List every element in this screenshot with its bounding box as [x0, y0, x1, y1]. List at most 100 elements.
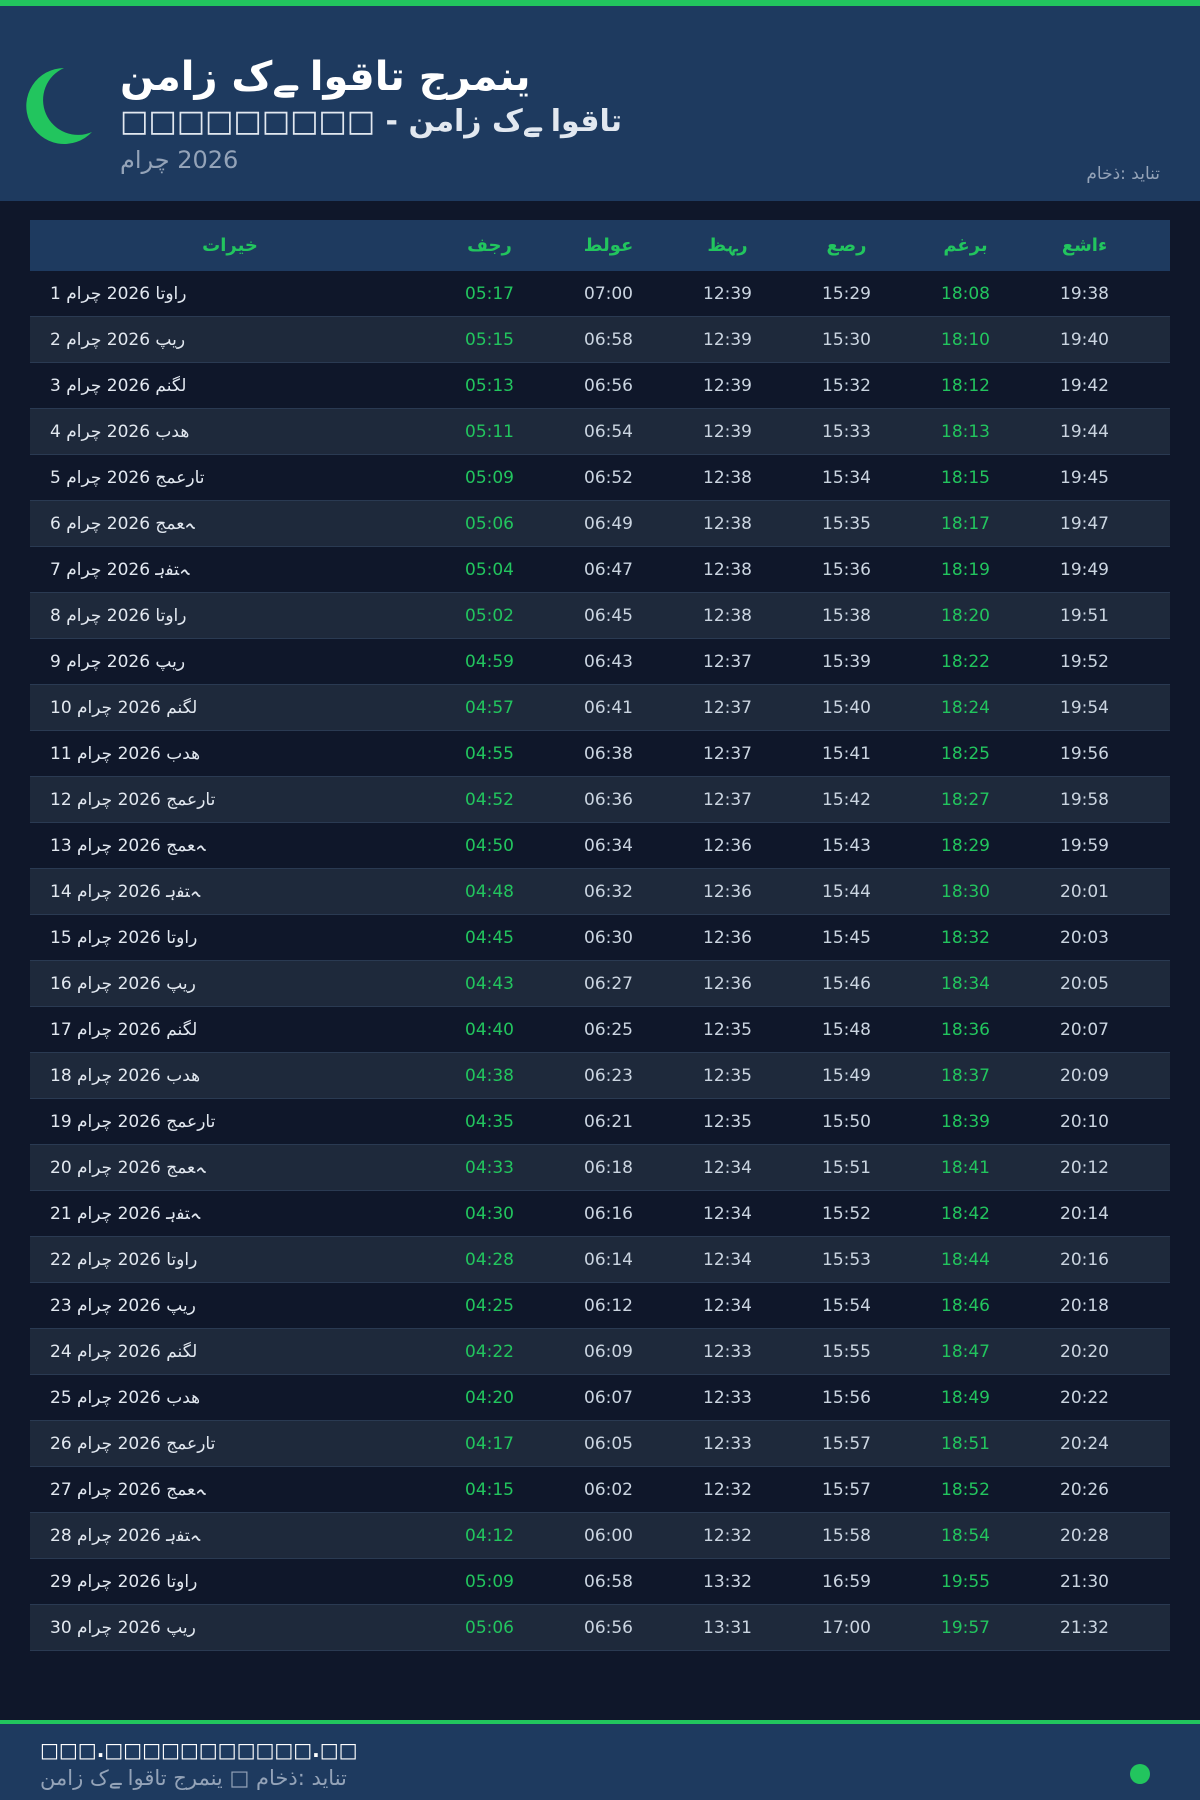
cell-asr: 15:45	[822, 927, 871, 948]
cell-sunrise: 06:07	[584, 1387, 633, 1408]
table-row: 16 مارچ 2026 پیر 04:43 06:27 12:36 15:46 18:3…	[30, 961, 1170, 1007]
cell-fajr: 05:15	[465, 329, 514, 350]
cell-fajr: 05:06	[465, 1617, 514, 1638]
cell-sunrise: 06:30	[584, 927, 633, 948]
cell-fajr: 04:33	[465, 1157, 514, 1178]
cell-isha: 20:16	[1060, 1249, 1109, 1270]
cell-fajr: 04:30	[465, 1203, 514, 1224]
cell-date: 14 مارچ 2026 ہفتہ	[50, 882, 200, 902]
status-dot-icon	[1130, 1764, 1150, 1784]
cell-date: 19 مارچ 2026 جمعرات	[50, 1111, 216, 1132]
cell-dhuhr: 12:37	[703, 743, 752, 764]
cell-sunrise: 06:54	[584, 421, 633, 442]
cell-fajr: 05:13	[465, 375, 514, 396]
cell-isha: 19:51	[1060, 605, 1109, 626]
cell-fajr: 04:22	[465, 1341, 514, 1362]
cell-dhuhr: 12:39	[703, 375, 752, 396]
cell-date: 22 مارچ 2026 اتوار	[50, 1249, 198, 1270]
cell-asr: 15:50	[822, 1111, 871, 1132]
cell-asr: 15:56	[822, 1387, 871, 1408]
cell-maghrib: 19:55	[941, 1571, 990, 1592]
cell-isha: 19:54	[1060, 697, 1109, 718]
cell-isha: 19:44	[1060, 421, 1109, 442]
table-row: 1 مارچ 2026 اتوار 05:17 07:00 12:39 15:29 18:…	[30, 271, 1170, 317]
cell-asr: 15:42	[822, 789, 871, 810]
crescent-moon-icon	[26, 68, 92, 144]
cell-isha: 20:20	[1060, 1341, 1109, 1362]
cell-date: 12 مارچ 2026 جمعرات	[50, 789, 216, 810]
cell-date: 6 مارچ 2026 جمعہ	[50, 514, 195, 534]
table-row: 14 مارچ 2026 ہفتہ 04:48 06:32 12:36 15:44 18:…	[30, 869, 1170, 915]
cell-date: 24 مارچ 2026 منگل	[50, 1341, 198, 1362]
cell-sunrise: 06:05	[584, 1433, 633, 1454]
cell-sunrise: 06:14	[584, 1249, 633, 1270]
cell-asr: 15:30	[822, 329, 871, 350]
cell-date: 23 مارچ 2026 پیر	[50, 1295, 196, 1316]
cell-fajr: 04:28	[465, 1249, 514, 1270]
cell-dhuhr: 12:38	[703, 559, 752, 580]
cell-fajr: 04:15	[465, 1479, 514, 1500]
column-header-maghrib: مغرب	[943, 235, 988, 256]
cell-sunrise: 06:02	[584, 1479, 633, 1500]
cell-isha: 19:52	[1060, 651, 1109, 672]
table-row: 12 مارچ 2026 جمعرات 04:52 06:36 12:37 15:42 1…	[30, 777, 1170, 823]
cell-fajr: 04:43	[465, 973, 514, 994]
cell-dhuhr: 12:32	[703, 1525, 752, 1546]
cell-dhuhr: 12:35	[703, 1019, 752, 1040]
cell-dhuhr: 12:34	[703, 1249, 752, 1270]
cell-maghrib: 18:20	[941, 605, 990, 626]
table-row: 13 مارچ 2026 جمعہ 04:50 06:34 12:36 15:43 18:…	[30, 823, 1170, 869]
cell-dhuhr: 12:37	[703, 697, 752, 718]
cell-maghrib: 18:46	[941, 1295, 990, 1316]
cell-isha: 20:28	[1060, 1525, 1109, 1546]
cell-isha: 19:45	[1060, 467, 1109, 488]
cell-isha: 20:18	[1060, 1295, 1109, 1316]
footer-url[interactable]: □□□.□□□□□□□□□□□.□□	[40, 1738, 358, 1762]
column-header-fajr: فجر	[467, 235, 512, 256]
cell-isha: 19:56	[1060, 743, 1109, 764]
cell-asr: 15:40	[822, 697, 871, 718]
cell-maghrib: 18:08	[941, 283, 990, 304]
cell-sunrise: 06:49	[584, 513, 633, 534]
cell-asr: 15:55	[822, 1341, 871, 1362]
cell-date: 1 مارچ 2026 اتوار	[50, 283, 187, 304]
cell-dhuhr: 12:34	[703, 1203, 752, 1224]
table-row: 20 مارچ 2026 جمعہ 04:33 06:18 12:34 15:51 18:…	[30, 1145, 1170, 1191]
cell-asr: 15:36	[822, 559, 871, 580]
table-body: 1 مارچ 2026 اتوار 05:17 07:00 12:39 15:29 18:…	[30, 271, 1170, 1651]
cell-sunrise: 06:56	[584, 1617, 633, 1638]
page-title: نماز کے اوقات جرمنی	[120, 54, 531, 100]
page-footer: □□□.□□□□□□□□□□□.□□ نماز کے اوقات جرمنی □…	[0, 1724, 1200, 1800]
cell-date: 25 مارچ 2026 بدھ	[50, 1387, 201, 1408]
cell-fajr: 04:40	[465, 1019, 514, 1040]
cell-maghrib: 18:34	[941, 973, 990, 994]
cell-isha: 20:26	[1060, 1479, 1109, 1500]
table-row: 8 مارچ 2026 اتوار 05:02 06:45 12:38 15:38 18:…	[30, 593, 1170, 639]
cell-maghrib: 18:47	[941, 1341, 990, 1362]
cell-maghrib: 18:12	[941, 375, 990, 396]
table-row: 5 مارچ 2026 جمعرات 05:09 06:52 12:38 15:34 18…	[30, 455, 1170, 501]
cell-asr: 15:44	[822, 881, 871, 902]
cell-isha: 20:03	[1060, 927, 1109, 948]
cell-date: 18 مارچ 2026 بدھ	[50, 1065, 201, 1086]
cell-date: 26 مارچ 2026 جمعرات	[50, 1433, 216, 1454]
column-header-sunrise: طلوع	[583, 235, 634, 256]
cell-isha: 20:05	[1060, 973, 1109, 994]
footer-text: نماز کے اوقات جرمنی □ ماخذ: دیانت	[40, 1766, 347, 1790]
cell-isha: 20:14	[1060, 1203, 1109, 1224]
cell-asr: 15:43	[822, 835, 871, 856]
cell-maghrib: 18:13	[941, 421, 990, 442]
cell-maghrib: 18:39	[941, 1111, 990, 1132]
cell-maghrib: 18:54	[941, 1525, 990, 1546]
cell-sunrise: 06:16	[584, 1203, 633, 1224]
cell-fajr: 04:38	[465, 1065, 514, 1086]
cell-asr: 15:32	[822, 375, 871, 396]
cell-date: 9 مارچ 2026 پیر	[50, 651, 186, 672]
cell-date: 10 مارچ 2026 منگل	[50, 697, 198, 718]
cell-asr: 15:41	[822, 743, 871, 764]
cell-maghrib: 18:10	[941, 329, 990, 350]
cell-dhuhr: 12:34	[703, 1157, 752, 1178]
column-header-dhuhr: ظہر	[707, 235, 748, 256]
cell-dhuhr: 12:36	[703, 881, 752, 902]
cell-date: 29 مارچ 2026 اتوار	[50, 1571, 198, 1592]
